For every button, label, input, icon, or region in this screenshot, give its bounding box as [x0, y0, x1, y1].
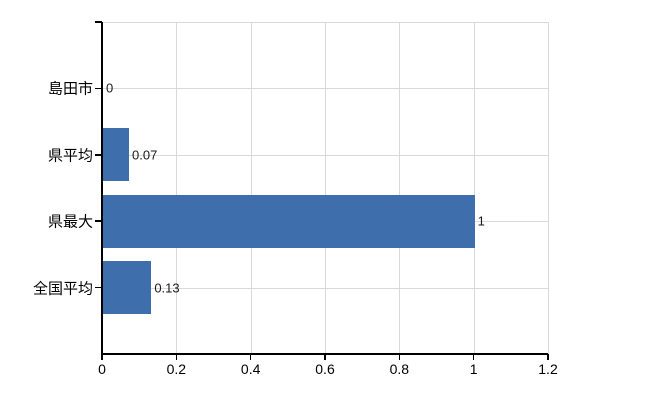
gridline-vertical	[548, 22, 549, 354]
gridline-vertical	[250, 22, 252, 354]
x-tick-label: 0	[98, 361, 106, 377]
gridline-horizontal	[102, 88, 548, 90]
bar-value-label: 0	[106, 80, 114, 96]
gridline-top	[102, 22, 548, 23]
category-label: 県最大	[47, 213, 93, 231]
bar-value-label: 1	[477, 213, 485, 229]
x-tick-label: 0.8	[389, 361, 410, 377]
x-tick	[324, 354, 326, 360]
category-label: 島田市	[47, 80, 93, 98]
bar-value-label: 0.13	[154, 280, 180, 296]
x-tick	[398, 354, 401, 360]
y-tick	[95, 21, 102, 23]
category-label: 全国平均	[32, 280, 93, 298]
bar-value-label: 0.07	[132, 147, 158, 163]
x-tick-label: 0.6	[315, 361, 335, 377]
x-tick-label: 0.2	[166, 361, 187, 377]
gridline-vertical	[399, 22, 401, 354]
y-tick	[95, 220, 102, 222]
x-tick	[472, 354, 475, 360]
bar	[103, 261, 152, 315]
gridline-horizontal	[102, 287, 548, 289]
x-tick-label: 1	[469, 361, 478, 377]
x-tick	[547, 354, 549, 360]
gridline-horizontal	[102, 154, 548, 156]
y-axis	[101, 22, 103, 354]
x-tick-label: 0.4	[240, 361, 261, 377]
x-tick-label: 1.2	[538, 361, 558, 377]
y-tick	[95, 87, 102, 90]
bar	[103, 194, 475, 248]
y-tick	[95, 286, 102, 289]
gridline-vertical	[473, 22, 475, 354]
y-tick	[95, 154, 102, 156]
x-tick	[101, 354, 103, 360]
x-tick	[175, 354, 178, 360]
x-tick	[249, 354, 252, 360]
bar	[103, 128, 130, 182]
gridline-vertical	[325, 22, 326, 354]
category-label: 県平均	[47, 147, 93, 165]
gridline-vertical	[176, 22, 178, 354]
